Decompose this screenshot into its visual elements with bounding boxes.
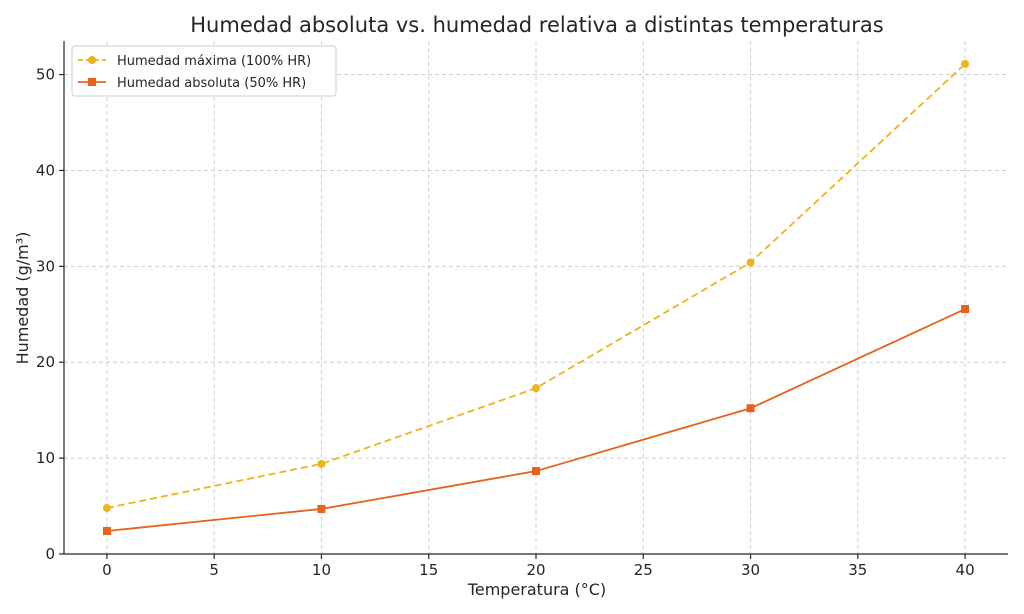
series-layer bbox=[102, 60, 970, 535]
x-tick-label: 25 bbox=[634, 561, 653, 579]
y-axis-label: Humedad (g/m³) bbox=[13, 232, 32, 365]
x-axis-label: Temperatura (°C) bbox=[467, 580, 606, 599]
data-point bbox=[102, 526, 111, 535]
x-tick-label: 5 bbox=[209, 561, 219, 579]
legend-entry-label: Humedad absoluta (50% HR) bbox=[117, 76, 306, 91]
x-tick-label: 10 bbox=[312, 561, 331, 579]
y-tick-label: 30 bbox=[36, 257, 55, 275]
series-0 bbox=[102, 60, 970, 512]
legend-swatch-marker bbox=[88, 78, 96, 86]
data-point bbox=[317, 459, 326, 468]
chart-title: Humedad absoluta vs. humedad relativa a … bbox=[190, 13, 883, 37]
data-point bbox=[961, 60, 970, 69]
data-point bbox=[317, 504, 326, 513]
series-1 bbox=[102, 305, 970, 535]
data-point bbox=[746, 258, 755, 267]
legend-entry-label: Humedad máxima (100% HR) bbox=[117, 54, 311, 69]
data-point bbox=[746, 404, 755, 413]
x-tick-label: 0 bbox=[102, 561, 112, 579]
legend-box bbox=[71, 45, 337, 97]
legend: Humedad máxima (100% HR) Humedad absolut… bbox=[71, 45, 337, 97]
x-tick-label: 15 bbox=[419, 561, 438, 579]
y-tick-label: 0 bbox=[45, 545, 55, 563]
data-point bbox=[961, 305, 970, 314]
y-tick-label: 40 bbox=[36, 161, 55, 179]
x-tick-label: 40 bbox=[956, 561, 975, 579]
data-point bbox=[532, 467, 540, 476]
x-tick-label: 20 bbox=[526, 561, 545, 579]
x-tick-label: 30 bbox=[741, 561, 760, 579]
legend-swatch-marker bbox=[88, 56, 96, 64]
data-point bbox=[532, 384, 540, 393]
axes: 0 5 10 15 20 25 30 35 40 0 10 20 30 40 50 bbox=[36, 41, 1008, 579]
x-tick-label: 35 bbox=[848, 561, 867, 579]
y-tick-label: 10 bbox=[36, 449, 55, 467]
data-point bbox=[102, 503, 111, 512]
y-tick-label: 50 bbox=[36, 66, 55, 84]
y-tick-label: 20 bbox=[36, 353, 55, 371]
